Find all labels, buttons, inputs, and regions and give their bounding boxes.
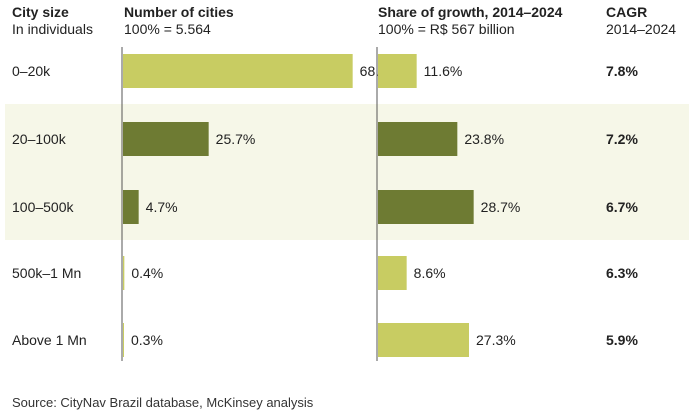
row-label: 20–100k xyxy=(12,131,67,147)
growth-value-label: 11.6% xyxy=(424,63,463,79)
cities-bar xyxy=(123,323,124,357)
header-cagr-subtitle: 2014–2024 xyxy=(606,21,676,37)
growth-value-label: 28.7% xyxy=(481,199,521,215)
cagr-value: 7.8% xyxy=(606,63,638,79)
header-cagr-title: CAGR xyxy=(606,4,647,20)
cities-bar xyxy=(123,256,125,290)
row-label: 100–500k xyxy=(12,199,75,215)
growth-bar xyxy=(378,256,407,290)
source-note: Source: CityNav Brazil database, McKinse… xyxy=(12,395,314,410)
growth-value-label: 23.8% xyxy=(464,131,504,147)
chart-rows: 0–20k68.9%11.6%7.8%20–100k25.7%23.8%7.2%… xyxy=(12,54,638,357)
cities-value-label: 25.7% xyxy=(216,131,256,147)
growth-bar xyxy=(378,54,417,88)
cities-bar xyxy=(123,190,139,224)
highlight-band xyxy=(5,104,689,240)
row-label: 500k–1 Mn xyxy=(12,265,81,281)
column-headers: City size In individuals Number of citie… xyxy=(12,4,676,37)
row-label: 0–20k xyxy=(12,63,51,79)
row-label: Above 1 Mn xyxy=(12,332,87,348)
cities-value-label: 0.4% xyxy=(131,265,163,281)
cagr-value: 5.9% xyxy=(606,332,638,348)
growth-value-label: 27.3% xyxy=(476,332,516,348)
header-cities-subtitle: 100% = 5.564 xyxy=(124,21,211,37)
header-growth-subtitle: 100% = R$ 567 billion xyxy=(378,21,515,37)
cagr-value: 6.7% xyxy=(606,199,638,215)
cagr-value: 6.3% xyxy=(606,265,638,281)
cities-bar xyxy=(123,122,209,156)
highlight-bands xyxy=(5,104,689,240)
header-growth-title: Share of growth, 2014–2024 xyxy=(378,4,563,20)
header-city-size-subtitle: In individuals xyxy=(12,21,93,37)
cities-value-label: 4.7% xyxy=(146,199,178,215)
header-cities-title: Number of cities xyxy=(124,4,234,20)
growth-bar xyxy=(378,323,469,357)
cities-bar xyxy=(123,54,353,88)
header-city-size-title: City size xyxy=(12,4,69,20)
growth-value-label: 8.6% xyxy=(414,265,446,281)
growth-bar xyxy=(378,122,458,156)
cities-value-label: 0.3% xyxy=(131,332,163,348)
cagr-value: 7.2% xyxy=(606,131,638,147)
growth-bar xyxy=(378,190,474,224)
